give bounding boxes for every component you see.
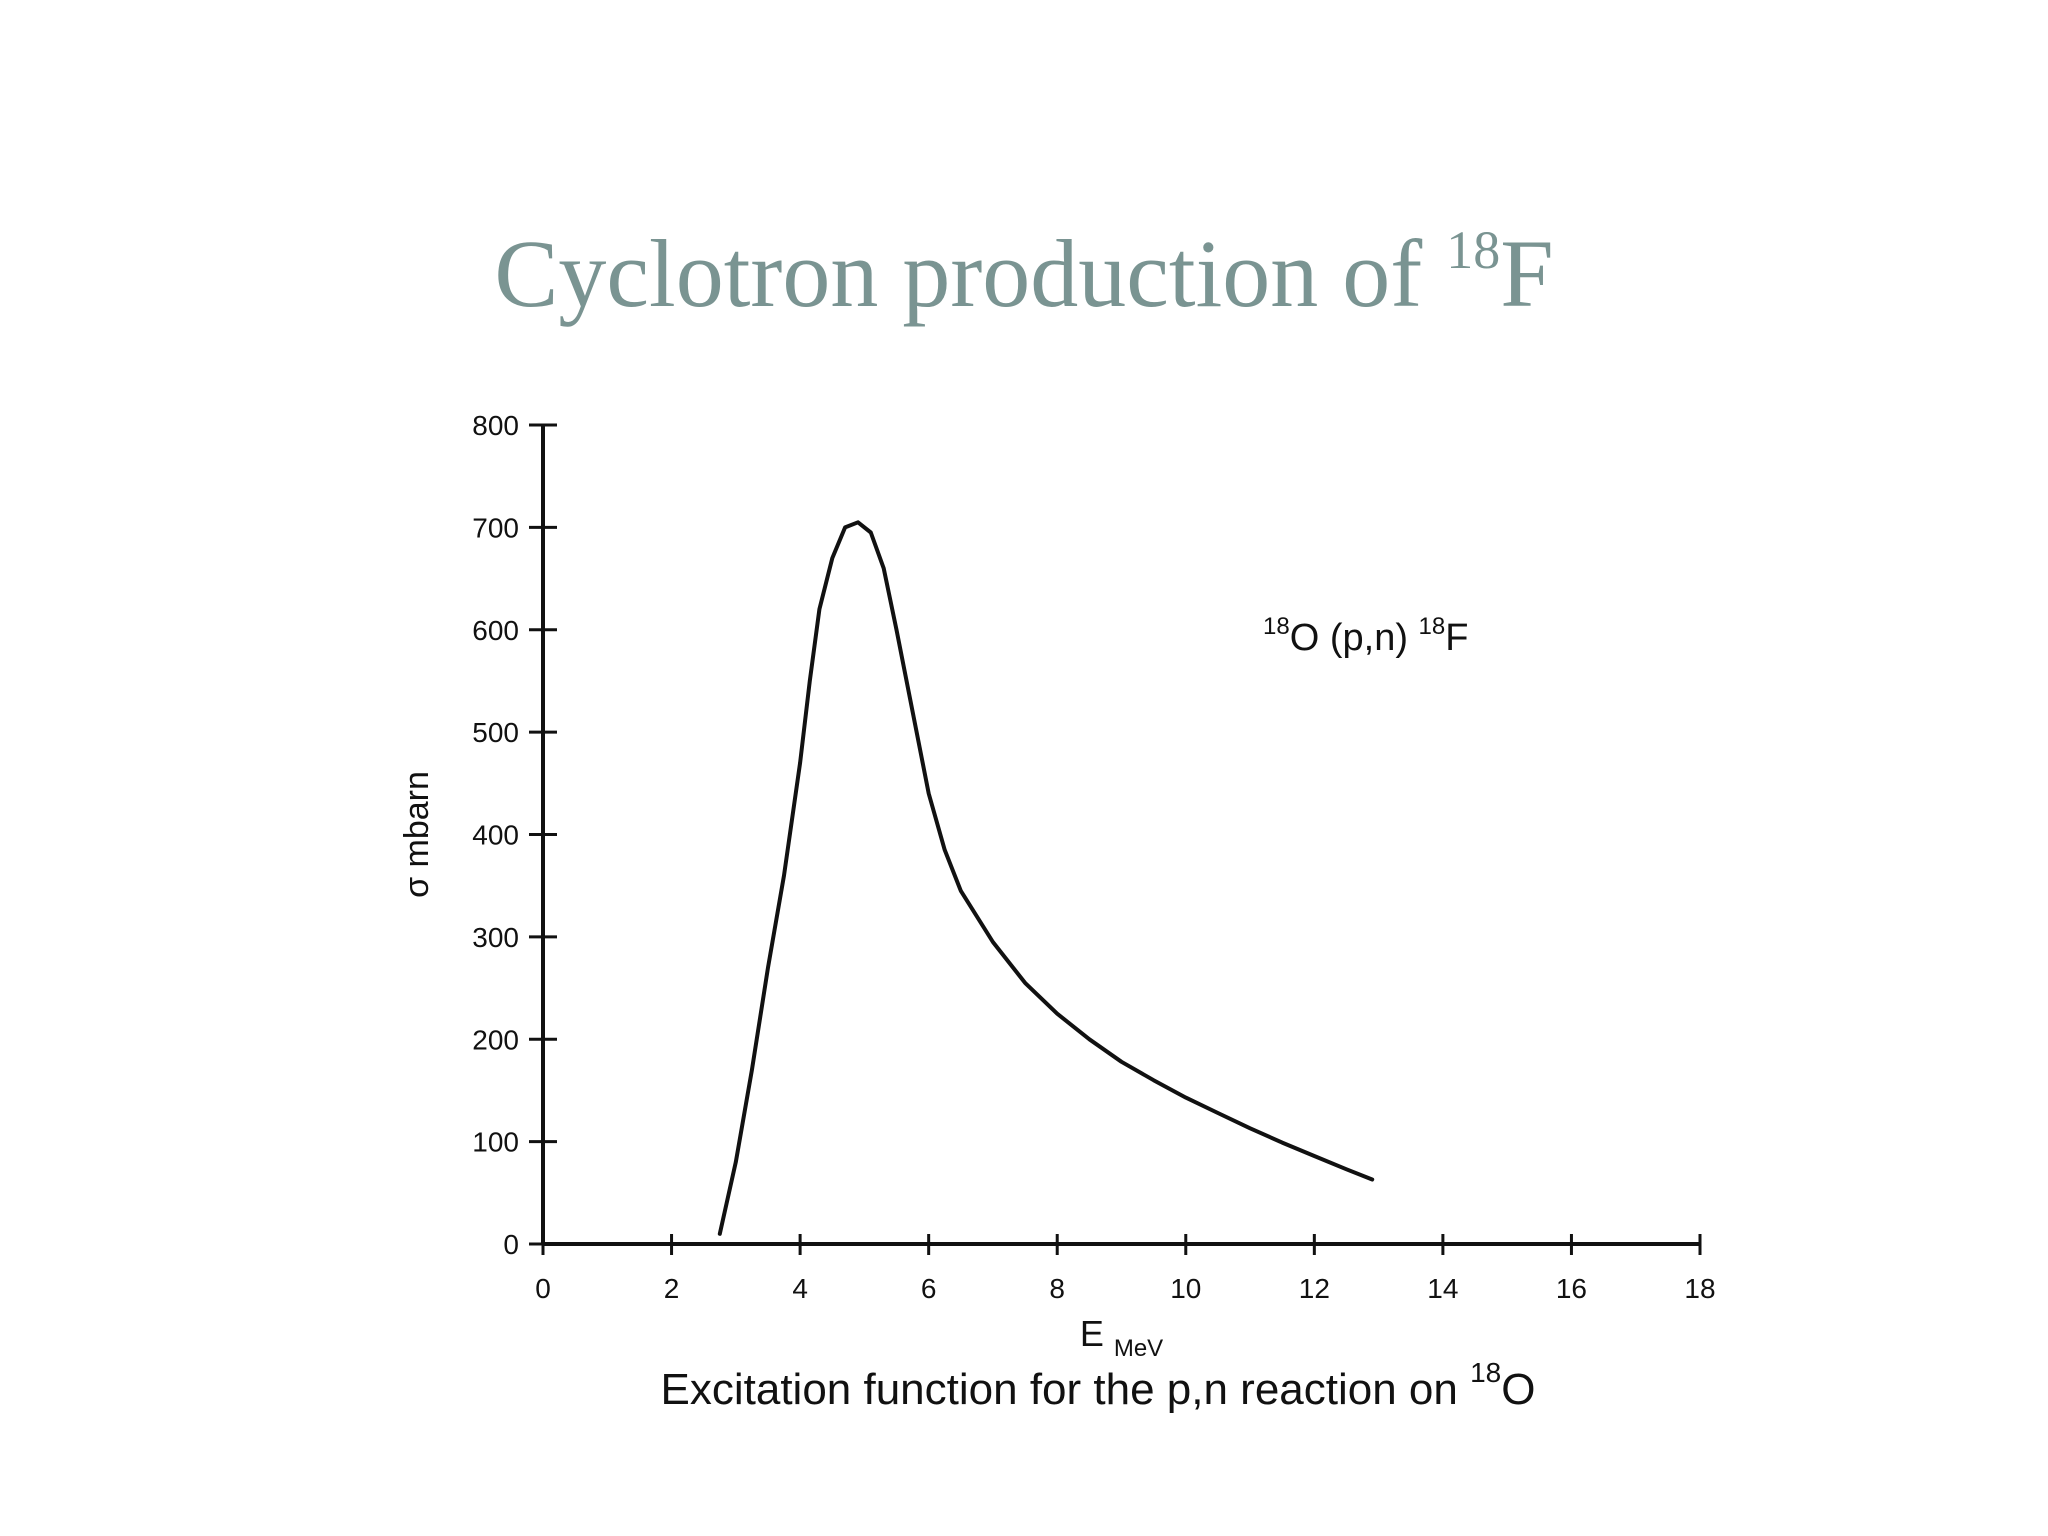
x-axis-label-main: E — [1080, 1313, 1104, 1354]
x-tick-label-2: 2 — [664, 1273, 680, 1304]
slide-title: Cyclotron production of 18F — [0, 218, 2048, 330]
y-tick-label-800: 800 — [472, 410, 519, 441]
slide-title-tail: F — [1500, 220, 1554, 327]
y-tick-label-300: 300 — [472, 922, 519, 953]
x-tick-label-0: 0 — [535, 1273, 551, 1304]
series-line — [717, 520, 1375, 1236]
slide-title-text: Cyclotron production of — [494, 220, 1447, 327]
y-tick-label-600: 600 — [472, 615, 519, 646]
x-tick-label-10: 10 — [1170, 1273, 1201, 1304]
reaction-label-text: O (p,n) — [1290, 617, 1419, 659]
x-tick-label-14: 14 — [1427, 1273, 1458, 1304]
reaction-label-text: F — [1445, 617, 1468, 659]
reaction-label-superscript: 18 — [1263, 613, 1290, 640]
reaction-label: 18O (p,n) 18F — [1263, 613, 1468, 659]
y-tick-label-500: 500 — [472, 717, 519, 748]
x-tick-label-6: 6 — [921, 1273, 937, 1304]
y-tick-label-100: 100 — [472, 1127, 519, 1158]
caption-superscript: 18 — [1470, 1357, 1502, 1388]
x-axis-label: E MeV — [1080, 1313, 1163, 1362]
x-tick-label-12: 12 — [1299, 1273, 1330, 1304]
y-tick-label-0: 0 — [503, 1229, 519, 1260]
caption-text: Excitation function for the p,n reaction… — [660, 1365, 1471, 1414]
x-axis-label-subscript: MeV — [1114, 1335, 1163, 1362]
y-axis-label: σ mbarn — [398, 771, 436, 898]
caption-tail: O — [1501, 1365, 1536, 1414]
y-tick-label-400: 400 — [472, 820, 519, 851]
x-tick-label-4: 4 — [792, 1273, 808, 1304]
reaction-label-superscript: 18 — [1419, 613, 1446, 640]
chart-caption: Excitation function for the p,n reaction… — [74, 1359, 2048, 1418]
x-tick-label-8: 8 — [1049, 1273, 1065, 1304]
slide-title-superscript: 18 — [1446, 220, 1501, 280]
x-tick-label-18: 18 — [1684, 1273, 1715, 1304]
y-tick-label-200: 200 — [472, 1024, 519, 1055]
x-tick-label-16: 16 — [1556, 1273, 1587, 1304]
y-tick-label-700: 700 — [472, 512, 519, 543]
